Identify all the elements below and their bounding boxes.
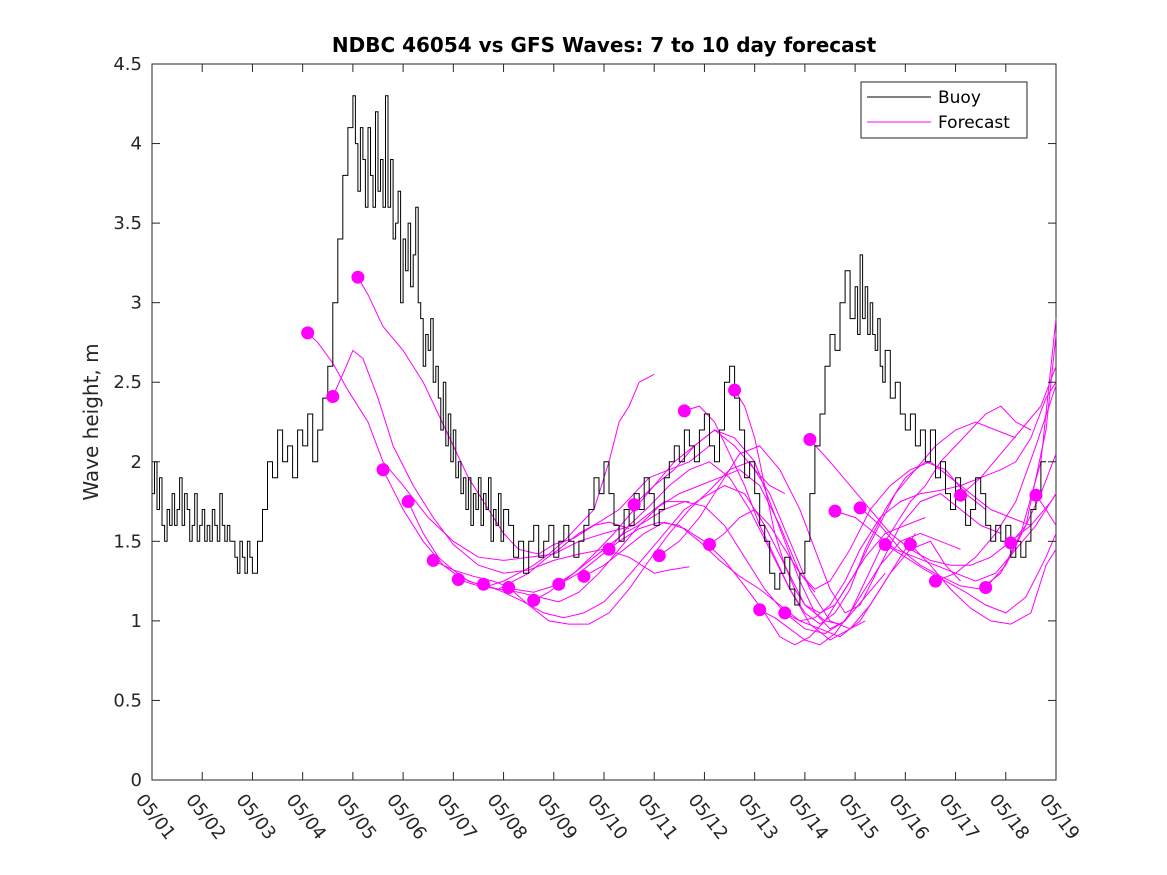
forecast-start-point (301, 326, 315, 340)
forecast-start-point (677, 404, 691, 418)
forecast-start-point (753, 603, 767, 617)
x-tick-label: 05/13 (734, 790, 782, 844)
x-tick-label: 05/05 (332, 790, 380, 844)
x-tick-label: 05/01 (131, 790, 179, 844)
x-tick-label: 05/11 (633, 790, 681, 844)
legend-forecast-label: Forecast (938, 113, 1010, 133)
y-tick-label: 3 (131, 293, 142, 314)
plot-area (151, 63, 1057, 781)
forecast-line (508, 461, 866, 630)
x-tick-label: 05/19 (1035, 790, 1083, 844)
forecast-line (432, 429, 786, 593)
forecast-start-point (652, 549, 666, 563)
y-tick-label: 2 (131, 452, 142, 473)
plot-frame (151, 63, 1057, 781)
x-tick-label: 05/03 (232, 790, 280, 844)
forecast-start-point (326, 390, 340, 404)
forecast-start-point (853, 501, 867, 515)
forecast-start-point (401, 495, 415, 509)
forecast-start-point (426, 553, 440, 567)
forecast-line (884, 533, 1057, 614)
x-tick-label: 05/09 (533, 790, 581, 844)
forecast-start-point (803, 433, 817, 447)
forecast-start-point (903, 538, 917, 552)
x-tick-label: 05/14 (784, 790, 832, 844)
forecast-start-point (878, 538, 892, 552)
forecast-start-point (351, 270, 365, 284)
forecast-start-point (376, 463, 390, 477)
y-axis-label: Wave height, m (79, 343, 103, 500)
forecast-line (734, 389, 1016, 614)
forecast-start-point (702, 538, 716, 552)
forecast-line (960, 366, 1057, 496)
y-tick-label: 2.5 (113, 372, 142, 393)
y-tick-label: 0 (131, 770, 142, 791)
x-tick-label: 05/17 (935, 790, 983, 844)
forecast-start-point (954, 488, 968, 502)
forecast-start-point (602, 542, 616, 556)
x-tick-label: 05/06 (382, 790, 430, 844)
legend: Buoy Forecast (860, 81, 1028, 139)
x-tick-label: 05/02 (181, 790, 229, 844)
forecast-start-point (728, 383, 742, 397)
chart-title: NDBC 46054 vs GFS Waves: 7 to 10 day for… (332, 33, 877, 57)
x-tick-label: 05/10 (583, 790, 631, 844)
forecast-line (759, 405, 1032, 646)
forecast-start-point (979, 580, 993, 594)
forecast-start-point (527, 593, 541, 607)
forecast-start-point (1029, 488, 1043, 502)
forecast-start-point (928, 574, 942, 588)
forecast-start-point (778, 606, 792, 620)
forecast-line (834, 493, 1057, 582)
y-tick-label: 3.5 (113, 213, 142, 234)
forecast-line (332, 349, 690, 574)
x-tick-label: 05/16 (884, 790, 932, 844)
forecast-line (307, 332, 690, 561)
y-tick-label: 1.5 (113, 531, 142, 552)
forecast-start-point (476, 577, 490, 591)
x-tick-label: 05/12 (684, 790, 732, 844)
x-tick-label: 05/15 (834, 790, 882, 844)
forecast-line (533, 501, 886, 635)
legend-buoy-label: Buoy (938, 88, 981, 108)
forecast-start-point (577, 569, 591, 583)
x-tick-label: 05/18 (985, 790, 1033, 844)
forecast-line (709, 461, 1032, 590)
y-axis: 0 0.5 1 1.5 2 2.5 3 3.5 4 4.5 (113, 54, 1056, 791)
forecast-start-point (1004, 536, 1018, 550)
buoy-line (152, 95, 1046, 606)
forecast-start-point (828, 504, 842, 518)
forecast-start-point (627, 498, 641, 512)
forecast-line (859, 318, 1057, 590)
forecast-start-point (552, 577, 566, 591)
forecast-start-point (451, 573, 465, 587)
x-tick-label: 05/07 (432, 790, 480, 844)
series-layer (152, 95, 1057, 646)
forecast-line (910, 544, 1057, 625)
forecast-start-point (502, 580, 516, 594)
legend-box (860, 81, 1028, 139)
forecast-line (809, 439, 1057, 566)
forecast-line (784, 381, 1057, 622)
y-tick-label: 4 (131, 134, 142, 155)
y-tick-label: 4.5 (113, 54, 142, 75)
y-tick-label: 0.5 (113, 690, 142, 711)
x-tick-label: 05/04 (282, 790, 330, 844)
x-tick-label: 05/08 (483, 790, 531, 844)
y-tick-label: 1 (131, 611, 142, 632)
forecast-line (658, 445, 1001, 614)
